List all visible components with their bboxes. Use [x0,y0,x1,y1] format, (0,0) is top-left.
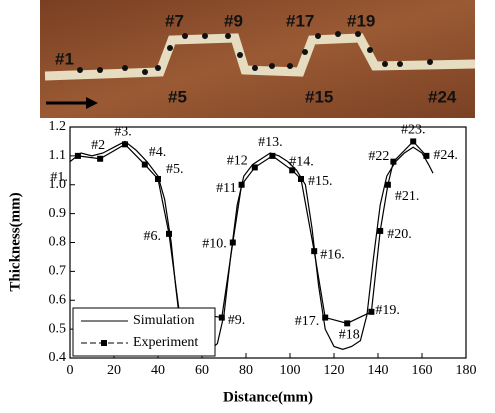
point-label: #2 [91,138,105,153]
point-label: #12 [227,154,248,169]
marker [289,167,296,174]
legend-label: Experiment [133,335,198,350]
legend-box [72,307,216,357]
photo-dots [77,31,433,75]
marker [410,138,417,145]
point-label: #11 [216,181,236,196]
marker [423,152,430,159]
marker [384,181,391,188]
legend-label: Simulation [133,313,194,328]
marker [311,248,318,255]
photo-background [40,0,475,118]
marker [97,155,104,162]
point-label: #24. [433,148,458,163]
photo-label: #5 [168,87,187,106]
marker [298,175,304,182]
marker [344,320,351,327]
x-tick-label: 160 [412,363,433,378]
legend-marker [101,340,107,346]
point-label: #3. [114,125,132,140]
photo-label: #15 [305,87,333,106]
marker [229,239,236,246]
marker [368,308,375,315]
photo-label: #19 [347,11,375,30]
marker [74,152,81,159]
marker [390,158,397,165]
point-label: #14. [289,155,314,170]
x-tick-label: 180 [456,363,477,378]
point-label: #9. [228,313,246,328]
marker [238,181,245,188]
point-label: #10. [202,237,227,252]
x-tick-label: 80 [239,363,253,378]
marker [166,230,172,237]
photo-label: #17 [286,11,314,30]
marker [141,161,148,168]
point-label: #1. [50,170,68,185]
photo-label: #24 [428,87,457,106]
y-tick-label: 0.5 [49,321,67,336]
x-tick-label: 20 [107,363,121,378]
specimen [44,33,476,81]
y-tick-label: 0.4 [49,350,67,365]
marker [122,141,128,148]
photo-label: #1 [55,49,74,68]
marker [155,175,161,182]
point-label: #21. [395,189,420,204]
point-label: #19. [375,303,400,318]
marker [377,227,384,234]
point-label: #13. [258,135,283,150]
y-tick-label: 1.0 [49,177,67,192]
y-tick-label: 0.6 [49,292,67,307]
marker [218,314,225,321]
point-label: #5. [166,162,184,177]
photo-label: #9 [224,11,243,30]
point-label: #16. [320,247,345,262]
marker [322,314,329,321]
point-label: #17. [295,314,320,329]
marker [251,164,258,171]
arrowhead [86,97,98,109]
y-tick-label: 0.7 [49,264,67,279]
x-tick-label: 0 [67,363,74,378]
point-label: #23. [401,123,426,138]
photo: #1 #7 #9 #17 #19 #5 #15 #24 [40,0,476,118]
x-tick-label: 60 [195,363,209,378]
x-tick-label: 140 [368,363,389,378]
point-label: #22 [368,149,389,164]
point-label: #15. [308,174,333,189]
x-tick-label: 120 [324,363,345,378]
y-tick-label: 1.2 [49,119,67,134]
series-line [69,140,434,350]
marker [269,152,276,159]
y-axis-title: Thickness(mm) [7,192,23,291]
point-label: #6. [144,229,162,244]
x-tick-label: 40 [151,363,165,378]
point-label: #20. [387,227,412,242]
x-tick-label: 100 [280,363,301,378]
photo-label: #7 [165,11,184,30]
x-axis-title: Distance(mm) [223,389,313,405]
y-tick-label: 0.8 [49,235,67,250]
point-label: #4. [149,145,167,160]
y-tick-label: 0.9 [49,206,67,221]
point-label: #18 [339,328,360,343]
y-tick-label: 1.1 [49,148,67,163]
